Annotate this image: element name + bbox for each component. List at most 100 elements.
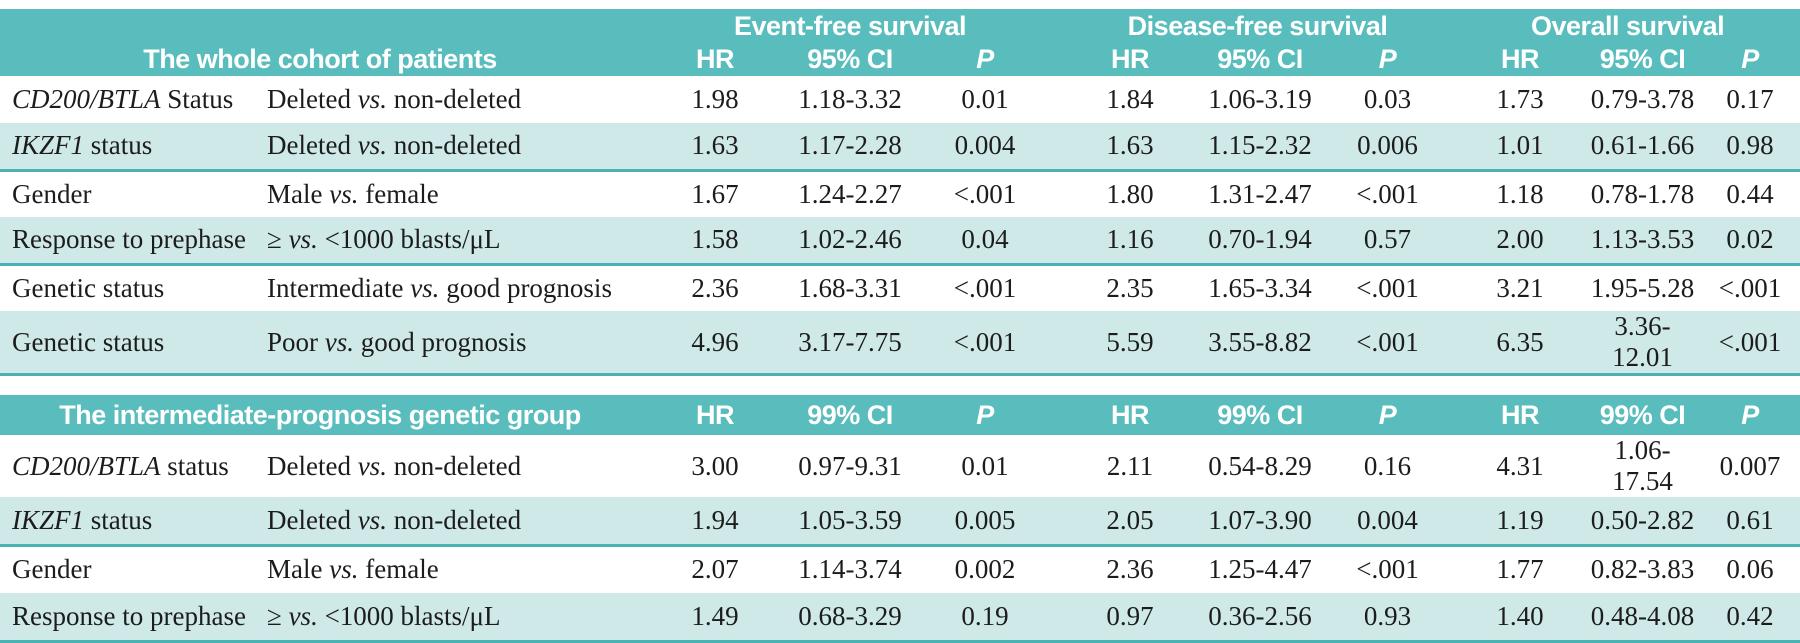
comparison-cell: Male vs. female — [255, 170, 640, 217]
comparison-post: female — [358, 178, 439, 209]
section-title-intermediate-group: The intermediate-prognosis genetic group — [0, 395, 640, 435]
comparison-post: non-deleted — [386, 450, 522, 481]
os-p-header: P — [1700, 43, 1800, 76]
variable-name-cell: Response to prephase — [0, 593, 255, 643]
variable-label: Status — [160, 84, 234, 114]
os-ci-header: 95% CI — [1585, 43, 1701, 76]
group-header-disease-free-survival: Disease-free survival — [1060, 9, 1456, 43]
comparison-pre: Deleted — [267, 84, 358, 114]
efs-ci-header: 95% CI — [790, 43, 910, 76]
gene-name: CD200/BTLA — [12, 84, 161, 114]
efs-p-cell: 0.002 — [954, 554, 1016, 585]
os-ci-cell: 1.13-3.53 — [1585, 217, 1701, 266]
vs-label: vs. — [410, 272, 440, 303]
vs-label: vs. — [288, 224, 318, 255]
intermediate-group-rows: CD200/BTLA status Deleted vs. non-delete… — [0, 435, 1800, 643]
table-row: Genetic status Intermediate vs. good pro… — [0, 264, 1800, 311]
comparison-pre: Deleted — [267, 450, 358, 481]
os-p-cell: 0.02 — [1700, 217, 1800, 266]
dfs-hr-cell: 1.84 — [1106, 84, 1154, 114]
comparison-cell: Male vs. female — [255, 545, 640, 593]
column-headers-row: The whole cohort of patients HR 95% CI P… — [0, 43, 1800, 76]
comparison-pre: Male — [267, 178, 330, 209]
os-p-cell: 0.61 — [1700, 497, 1800, 547]
variable-label: status — [84, 504, 153, 535]
os-p-header-2: P — [1700, 395, 1800, 435]
variable-label: Genetic status — [12, 272, 165, 303]
os-hr-cell: 4.31 — [1496, 450, 1544, 481]
os-ci-cell: 3.36-12.01 — [1585, 311, 1701, 376]
dfs-hr-cell: 2.05 — [1060, 497, 1200, 547]
dfs-hr-header-2: HR — [1060, 395, 1200, 435]
os-p-cell: 0.007 — [1719, 450, 1781, 481]
comparison-pre: Deleted — [267, 130, 358, 161]
efs-p-cell: <.001 — [910, 311, 1060, 376]
comparison-post: good prognosis — [354, 326, 527, 357]
comparison-post: female — [358, 554, 439, 585]
os-p-cell: 0.17 — [1726, 84, 1774, 114]
comparison-post: good prognosis — [439, 272, 612, 303]
dfs-ci-cell: 0.70-1.94 — [1200, 217, 1320, 266]
os-p-cell: <.001 — [1700, 311, 1800, 376]
intermediate-header-row: The intermediate-prognosis genetic group… — [0, 395, 1800, 435]
os-hr-header: HR — [1455, 43, 1586, 76]
table-row: CD200/BTLA Status Deleted vs. non-delete… — [0, 76, 1800, 123]
efs-ci-cell: 0.68-3.29 — [790, 593, 910, 643]
dfs-ci-cell: 1.06-3.19 — [1208, 84, 1312, 114]
table-row: Genetic status Poor vs. good prognosis 4… — [0, 311, 1800, 376]
comparison-cell: Deleted vs. non-deleted — [255, 497, 640, 547]
os-hr-cell: 1.01 — [1455, 123, 1586, 172]
efs-p-cell: 0.005 — [910, 497, 1060, 547]
os-p-cell: 0.42 — [1700, 593, 1800, 643]
variable-name-cell: IKZF1 status — [0, 497, 255, 547]
whole-cohort-rows: CD200/BTLA Status Deleted vs. non-delete… — [0, 76, 1800, 376]
os-ci-cell: 1.95-5.28 — [1590, 272, 1695, 303]
gene-name: CD200/BTLA — [12, 450, 161, 481]
comparison-pre: ≥ — [267, 224, 289, 255]
vs-label: vs. — [357, 130, 387, 161]
efs-p-cell: 0.04 — [910, 217, 1060, 266]
dfs-ci-cell: 1.07-3.90 — [1200, 497, 1320, 547]
variable-name-cell: CD200/BTLA Status — [0, 76, 255, 123]
comparison-cell: ≥ vs. <1000 blasts/μL — [255, 593, 640, 643]
efs-ci-cell: 1.14-3.74 — [798, 554, 902, 585]
dfs-p-cell: <.001 — [1356, 178, 1419, 209]
dfs-hr-cell: 1.80 — [1106, 178, 1154, 209]
variable-name-cell: Genetic status — [0, 311, 255, 376]
dfs-hr-cell: 2.35 — [1106, 272, 1154, 303]
table-row: CD200/BTLA status Deleted vs. non-delete… — [0, 435, 1800, 497]
efs-p-header-2: P — [910, 395, 1060, 435]
vs-label: vs. — [329, 178, 359, 209]
os-ci-header-2: 99% CI — [1585, 395, 1701, 435]
variable-label: Gender — [12, 178, 92, 209]
survival-groups-row: Event-free survival Disease-free surviva… — [0, 9, 1800, 43]
dfs-ci-cell: 1.31-2.47 — [1208, 178, 1312, 209]
os-p-cell: <.001 — [1718, 272, 1782, 303]
efs-ci-header-2: 99% CI — [790, 395, 910, 435]
os-hr-cell: 1.77 — [1496, 554, 1544, 585]
os-ci-cell: 0.61-1.66 — [1585, 123, 1701, 172]
efs-hr-cell: 3.00 — [691, 450, 739, 481]
dfs-ci-cell: 0.36-2.56 — [1200, 593, 1320, 643]
efs-hr-cell: 1.98 — [691, 84, 739, 114]
variable-name-cell: Response to prephase — [0, 217, 255, 266]
efs-ci-cell: 1.18-3.32 — [798, 84, 902, 114]
dfs-hr-header: HR — [1060, 43, 1200, 76]
variable-label: status — [84, 130, 153, 161]
dfs-p-cell: 0.57 — [1320, 217, 1456, 266]
os-ci-cell: 0.79-3.78 — [1590, 84, 1695, 114]
os-ci-cell: 1.06-17.54 — [1612, 435, 1673, 496]
efs-hr-header-2: HR — [640, 395, 790, 435]
os-ci-cell: 0.50-2.82 — [1585, 497, 1701, 547]
dfs-hr-cell: 5.59 — [1060, 311, 1200, 376]
comparison-post: non-deleted — [386, 84, 522, 114]
variable-name-cell: IKZF1 status — [0, 123, 255, 172]
table-row: IKZF1 status Deleted vs. non-deleted 1.9… — [0, 497, 1800, 547]
variable-name-cell: Genetic status — [0, 264, 255, 311]
dfs-ci-cell: 1.25-4.47 — [1208, 554, 1312, 585]
comparison-pre: Poor — [267, 326, 325, 357]
comparison-pre: Intermediate — [267, 272, 411, 303]
comparison-pre: Male — [267, 554, 330, 585]
table-row: Response to prephase ≥ vs. <1000 blasts/… — [0, 217, 1800, 266]
